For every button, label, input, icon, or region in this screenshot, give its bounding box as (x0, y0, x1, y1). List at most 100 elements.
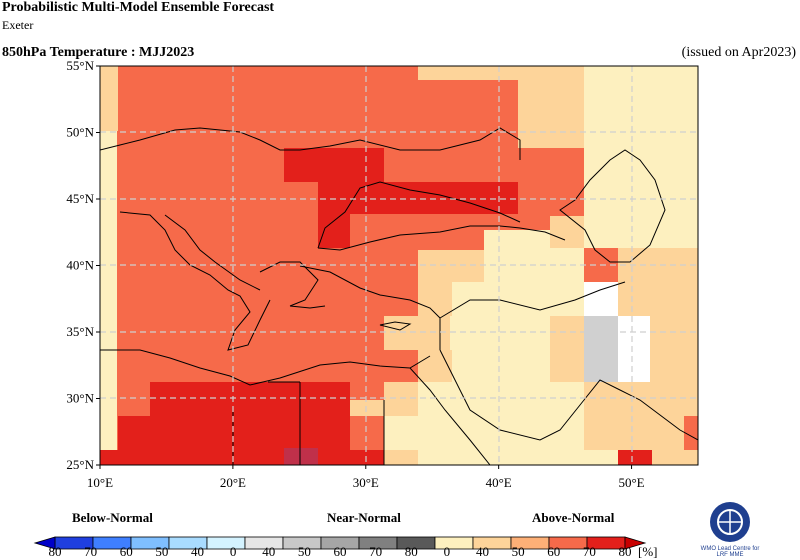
cell (550, 350, 584, 382)
legend-tick-label: 50 (298, 544, 311, 559)
coastlines (100, 127, 698, 465)
coastline (559, 149, 666, 263)
cell (284, 448, 318, 465)
legend-tick-label: 50 (512, 544, 525, 559)
coastline (289, 305, 326, 309)
cell (384, 416, 584, 450)
legend-tick-label: 0 (230, 544, 237, 559)
legend-unit: [%] (638, 544, 658, 559)
lat-tick-label: 35°N (66, 324, 94, 339)
cell (418, 350, 452, 382)
issued-date: (issued on Apr2023) (681, 45, 796, 60)
legend-tick-label: 60 (547, 544, 560, 559)
cell (550, 316, 584, 350)
lon-axis: 10°E 20°E 30°E 40°E 50°E (87, 465, 645, 490)
wmo-logo-text: WMO Lead Centre for LRF MME (700, 546, 760, 558)
near-normal-label: Near-Normal (327, 510, 401, 525)
cell (350, 416, 384, 450)
cell (550, 216, 584, 248)
lat-tick-label: 40°N (66, 258, 94, 273)
lon-tick-label: 30°E (353, 475, 379, 490)
below-normal-label: Below-Normal (72, 510, 153, 525)
cell (618, 282, 698, 316)
cell (418, 450, 618, 465)
lat-tick-label: 50°N (66, 125, 94, 140)
cell (584, 416, 684, 450)
above-normal-label: Above-Normal (532, 510, 615, 525)
cell (584, 148, 698, 248)
cell (318, 182, 518, 214)
cell (418, 282, 452, 316)
cell (150, 382, 350, 416)
cell (384, 382, 418, 416)
wmo-logo (710, 502, 750, 542)
cell (584, 114, 698, 148)
cell (100, 66, 117, 450)
legend-tick-label: 60 (120, 544, 133, 559)
cell (284, 148, 384, 182)
coastline (379, 321, 412, 331)
legend-swatch (434, 536, 474, 550)
coastline (317, 225, 566, 251)
legend-colorbar (33, 536, 647, 550)
cell (100, 450, 384, 465)
lat-tick-label: 55°N (66, 58, 94, 73)
coastline (100, 127, 521, 160)
legend-tick-label: 40 (262, 544, 275, 559)
cell (318, 214, 350, 248)
cell (518, 80, 584, 148)
variable-period: 850hPa Temperature : MJJ2023 (2, 45, 195, 60)
legend-tick-label: 40 (191, 544, 204, 559)
legend-tick-label: 0 (444, 544, 451, 559)
legend-tick-label: 60 (334, 544, 347, 559)
lon-tick-label: 10°E (87, 475, 113, 490)
coastline (317, 181, 521, 249)
cell (418, 250, 484, 282)
cell (684, 416, 698, 450)
coastline (164, 214, 261, 291)
lat-tick-label: 25°N (66, 457, 94, 472)
legend-tick-label: 80 (619, 544, 632, 559)
legend-tick-label: 40 (476, 544, 489, 559)
coastline (439, 349, 698, 441)
coastline (259, 261, 319, 307)
cell (584, 282, 618, 316)
cell (350, 400, 384, 416)
lon-tick-label: 20°E (220, 475, 246, 490)
cell (584, 382, 698, 416)
legend-swatch (206, 536, 246, 550)
cell (584, 316, 618, 382)
center-name: Exeter (2, 18, 34, 32)
coastline (100, 349, 431, 386)
legend-tick-label: 70 (369, 544, 382, 559)
cell (484, 230, 550, 282)
lat-axis: 55°N 50°N 45°N 40°N 35°N 30°N 25°N (66, 58, 100, 472)
cell (650, 316, 698, 382)
legend-tick-label: 80 (49, 544, 62, 559)
legend-tick-label: 50 (155, 544, 168, 559)
lon-tick-label: 40°E (486, 475, 512, 490)
legend-tick-label: 70 (583, 544, 596, 559)
map-title: Probabilistic Multi-Model Ensemble Forec… (2, 0, 275, 15)
coastline (299, 265, 441, 350)
border (232, 381, 385, 465)
border (439, 281, 626, 319)
lat-tick-label: 45°N (66, 191, 94, 206)
cell (100, 66, 118, 131)
legend-tick-label: 80 (405, 544, 418, 559)
legend-ticks: 80 70 60 50 40 0 40 50 60 70 80 0 40 50 60 70 80 (49, 544, 632, 559)
lon-tick-label: 50°E (618, 475, 644, 490)
legend-end-left (33, 536, 56, 550)
coastline (119, 211, 271, 351)
cell (618, 450, 652, 465)
legend-tick-label: 70 (84, 544, 97, 559)
cell (618, 316, 650, 382)
coastline (409, 367, 491, 465)
legend-end-right (624, 536, 647, 550)
cell (584, 66, 698, 114)
graticule (100, 66, 698, 465)
cell (118, 416, 384, 450)
lat-tick-label: 30°N (66, 391, 94, 406)
probability-cells (100, 66, 698, 465)
